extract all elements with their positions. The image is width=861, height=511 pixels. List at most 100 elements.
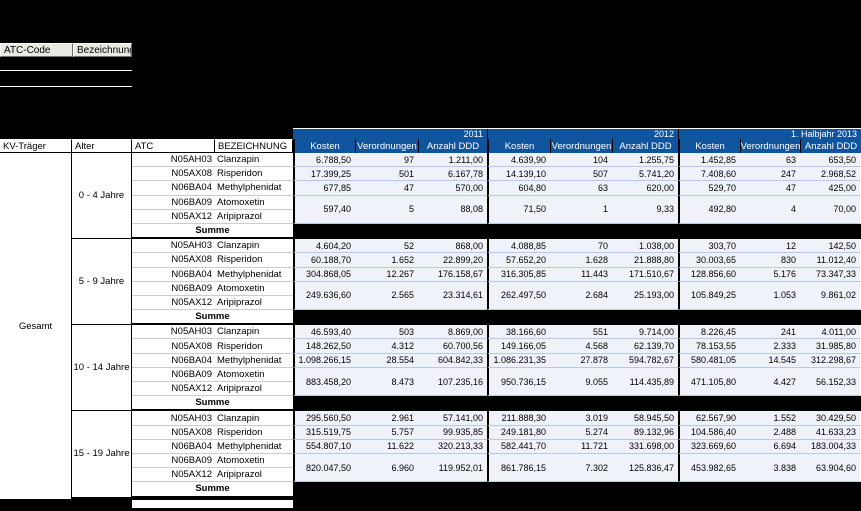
value-cell[interactable]: 2.333: [740, 339, 800, 354]
age-label-cell[interactable]: 0 - 4 Jahre: [72, 153, 132, 239]
year-header-cell[interactable]: 2012: [487, 129, 678, 139]
atc-cell[interactable]: N06BA04: [132, 181, 215, 196]
atc-cell[interactable]: N06BA09: [132, 195, 215, 210]
value-cell[interactable]: 71,50: [487, 195, 550, 224]
value-cell[interactable]: 594.782,67: [612, 353, 678, 368]
value-cell[interactable]: 471.105,80: [678, 367, 740, 397]
value-cell[interactable]: 1.628: [550, 253, 612, 268]
name-cell[interactable]: Atomoxetin: [215, 281, 293, 296]
value-cell[interactable]: 501: [355, 167, 418, 182]
value-cell[interactable]: 1.086.231,35: [487, 353, 550, 368]
value-cell[interactable]: 63: [740, 153, 800, 168]
value-cell[interactable]: 183.004,33: [800, 439, 861, 454]
value-cell[interactable]: 868,00: [418, 239, 487, 254]
value-cell[interactable]: 249.181,80: [487, 425, 550, 440]
value-cell[interactable]: 12.267: [355, 267, 418, 282]
atc-cell[interactable]: N06BA04: [132, 267, 215, 282]
value-cell[interactable]: 70,00: [800, 195, 861, 224]
value-cell[interactable]: 58.945,50: [612, 411, 678, 426]
value-cell[interactable]: 3.019: [550, 411, 612, 426]
atc-cell[interactable]: N06BA04: [132, 353, 215, 368]
mini-table-empty-row[interactable]: [0, 57, 132, 71]
value-cell[interactable]: 861.786,15: [487, 453, 550, 483]
value-cell[interactable]: 52: [355, 239, 418, 254]
value-cell[interactable]: 1.552: [740, 411, 800, 426]
value-cell[interactable]: 5.176: [740, 267, 800, 282]
value-cell[interactable]: 304.868,05: [293, 267, 355, 282]
mini-header-bezeichnung[interactable]: Bezeichnung: [73, 43, 132, 57]
measure-header-cell[interactable]: Kosten: [678, 139, 740, 153]
value-cell[interactable]: 1.053: [740, 281, 800, 311]
value-cell[interactable]: 604,80: [487, 181, 550, 196]
name-cell[interactable]: Atomoxetin: [215, 453, 293, 469]
name-cell[interactable]: Aripiprazol: [215, 209, 293, 224]
value-cell[interactable]: 104: [550, 153, 612, 168]
value-cell[interactable]: 148.262,50: [293, 339, 355, 354]
value-cell[interactable]: 262.497,50: [487, 281, 550, 311]
atc-cell[interactable]: N05AH03: [132, 153, 215, 168]
value-cell[interactable]: 241: [740, 325, 800, 340]
value-cell[interactable]: 11.622: [355, 439, 418, 454]
year-header-cell[interactable]: 1. Halbjahr 2013: [678, 129, 861, 139]
value-cell[interactable]: 9.055: [550, 367, 612, 397]
value-cell[interactable]: 582.441,70: [487, 439, 550, 454]
value-cell[interactable]: 70: [550, 239, 612, 254]
atc-cell[interactable]: N05AX12: [132, 295, 215, 311]
value-cell[interactable]: 22.899,20: [418, 253, 487, 268]
value-cell[interactable]: 105.849,25: [678, 281, 740, 311]
value-cell[interactable]: 7.408,60: [678, 167, 740, 182]
value-cell[interactable]: 171.510,67: [612, 267, 678, 282]
atc-cell[interactable]: N05AX08: [132, 167, 215, 182]
name-cell[interactable]: Methylphenidat: [215, 439, 293, 454]
value-cell[interactable]: 62.139,70: [612, 339, 678, 354]
value-cell[interactable]: 312.298,67: [800, 353, 861, 368]
name-cell[interactable]: Atomoxetin: [215, 367, 293, 383]
value-cell[interactable]: 554.807,10: [293, 439, 355, 454]
value-cell[interactable]: 57.141,00: [418, 411, 487, 426]
value-cell[interactable]: 8.226,45: [678, 325, 740, 340]
value-cell[interactable]: 63: [550, 181, 612, 196]
value-cell[interactable]: 653,50: [800, 153, 861, 168]
atc-cell[interactable]: N05AX12: [132, 209, 215, 224]
value-cell[interactable]: 38.166,60: [487, 325, 550, 340]
value-cell[interactable]: 597,40: [293, 195, 355, 224]
measure-header-cell[interactable]: Kosten: [487, 139, 550, 153]
value-cell[interactable]: 56.152,33: [800, 367, 861, 397]
measure-header-cell[interactable]: Verordnungen: [740, 139, 800, 153]
value-cell[interactable]: 11.012,40: [800, 253, 861, 268]
value-cell[interactable]: 107.235,16: [418, 367, 487, 397]
name-cell[interactable]: Clanzapin: [215, 153, 293, 168]
value-cell[interactable]: 492,80: [678, 195, 740, 224]
atc-cell[interactable]: N05AX08: [132, 339, 215, 354]
value-cell[interactable]: 1.452,85: [678, 153, 740, 168]
name-cell[interactable]: Risperidon: [215, 339, 293, 354]
value-cell[interactable]: 41.633,23: [800, 425, 861, 440]
age-label-cell[interactable]: 5 - 9 Jahre: [72, 239, 132, 325]
value-cell[interactable]: 28.554: [355, 353, 418, 368]
kv-traeger-cell[interactable]: Gesamt: [0, 153, 72, 500]
value-cell[interactable]: 425,00: [800, 181, 861, 196]
measure-header-cell[interactable]: Verordnungen: [355, 139, 418, 153]
value-cell[interactable]: 1.652: [355, 253, 418, 268]
value-cell[interactable]: 2.968,52: [800, 167, 861, 182]
measure-header-cell[interactable]: Anzahl DDD: [800, 139, 861, 153]
value-cell[interactable]: 323.669,60: [678, 439, 740, 454]
value-cell[interactable]: 11.721: [550, 439, 612, 454]
age-label-cell[interactable]: 15 - 19 Jahre: [72, 411, 132, 497]
corner-header-atc[interactable]: ATC: [132, 139, 215, 153]
value-cell[interactable]: 62.567,90: [678, 411, 740, 426]
summe-label-cell[interactable]: Summe: [132, 482, 293, 497]
value-cell[interactable]: 580.481,05: [678, 353, 740, 368]
age-label-cell[interactable]: 10 - 14 Jahre: [72, 325, 132, 411]
atc-cell[interactable]: N06BA09: [132, 367, 215, 383]
value-cell[interactable]: 211.888,30: [487, 411, 550, 426]
value-cell[interactable]: 125.836,47: [612, 453, 678, 483]
value-cell[interactable]: 3.838: [740, 453, 800, 483]
value-cell[interactable]: 27.878: [550, 353, 612, 368]
value-cell[interactable]: 14.139,10: [487, 167, 550, 182]
measure-header-cell[interactable]: Anzahl DDD: [612, 139, 678, 153]
value-cell[interactable]: 4.568: [550, 339, 612, 354]
name-cell[interactable]: Methylphenidat: [215, 181, 293, 196]
value-cell[interactable]: 23.314,61: [418, 281, 487, 311]
name-cell[interactable]: Clanzapin: [215, 325, 293, 340]
